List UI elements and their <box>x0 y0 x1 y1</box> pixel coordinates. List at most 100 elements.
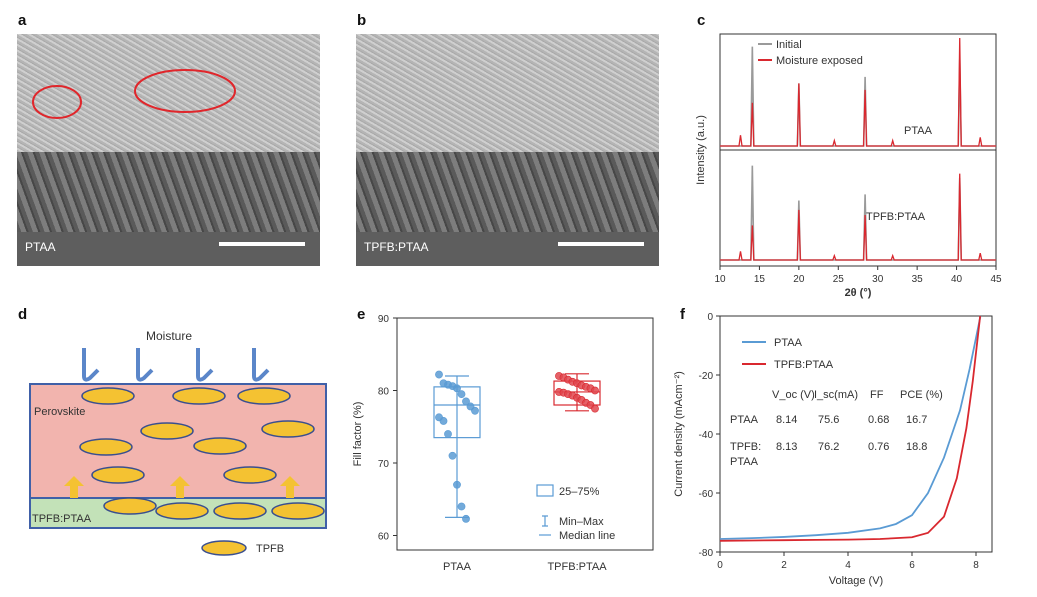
tpfb-molecule <box>91 466 145 484</box>
row-voc: 8.14 <box>776 414 797 426</box>
jv-xlabel: Voltage (V) <box>829 575 883 587</box>
tpfb-molecule <box>261 420 315 438</box>
header-pce: PCE (%) <box>900 389 943 401</box>
data-point <box>462 514 470 523</box>
moisture-arrow <box>196 348 214 382</box>
x-tick-label: 10 <box>714 274 726 285</box>
category-label: PTAA <box>443 561 472 573</box>
legend-whisker: Min–Max <box>559 516 604 528</box>
label-tpfb-ptaa: TPFB:PTAA <box>866 211 926 223</box>
row-isc: 75.6 <box>818 414 839 426</box>
row-voc: 8.13 <box>776 441 797 453</box>
header-ff: FF <box>870 389 884 401</box>
x-tick-label: 45 <box>990 274 1002 285</box>
xrd-trace <box>720 173 996 261</box>
legend-box-icon <box>536 484 554 497</box>
data-point <box>448 451 457 460</box>
tpfb-molecules <box>79 387 325 556</box>
row-name-cont: PTAA <box>730 456 759 468</box>
xrd-ylabel: Intensity (a.u.) <box>695 115 707 185</box>
jv-curve <box>719 315 982 542</box>
y-tick-label: -60 <box>699 489 714 500</box>
tpfb-legend-label: TPFB <box>256 543 284 555</box>
panel-label-b: b <box>357 12 367 29</box>
x-tick-label: 30 <box>872 274 884 285</box>
tpfb-molecule <box>81 387 135 405</box>
up-arrow <box>64 476 84 498</box>
moisture-label: Moisture <box>146 329 192 343</box>
row-ff: 0.76 <box>868 441 889 453</box>
x-tick-label: 8 <box>973 560 979 571</box>
moisture-arrow <box>136 348 154 382</box>
y-tick-label: 80 <box>378 387 390 398</box>
row-ff: 0.68 <box>868 414 889 426</box>
y-tick-label: -80 <box>699 548 714 559</box>
panel-label-f: f <box>680 306 685 323</box>
tpfb-molecule <box>103 497 157 515</box>
x-tick-label: 2 <box>781 560 787 571</box>
tpfb-molecule <box>155 502 209 520</box>
legend-moisture: Moisture exposed <box>776 55 863 67</box>
tpfb-molecule <box>172 387 226 405</box>
header-isc: I_sc(mA) <box>814 389 858 401</box>
defect-circle <box>134 69 236 113</box>
data-point <box>591 386 599 395</box>
legend-tpfb-ptaa: TPFB:PTAA <box>774 359 834 371</box>
up-arrow <box>170 476 190 498</box>
data-point <box>471 406 479 415</box>
panel-label-a: a <box>18 12 27 29</box>
legend-initial: Initial <box>776 39 802 51</box>
moisture-arrow <box>82 348 100 382</box>
xrd-xlabel: 2θ (°) <box>845 287 872 299</box>
jv-curve <box>719 315 982 540</box>
data-point <box>453 480 461 489</box>
y-tick-label: -20 <box>699 371 714 382</box>
sem-image-tpfb-ptaa: TPFB:PTAA <box>356 34 659 266</box>
data-point <box>591 404 599 413</box>
tpfb-molecule <box>79 438 133 456</box>
legend-median: Median line <box>559 530 615 542</box>
y-tick-label: 60 <box>378 532 390 543</box>
category-label: TPFB:PTAA <box>547 561 607 573</box>
perovskite-label: Perovskite <box>34 406 85 418</box>
tpfb-molecule <box>213 502 267 520</box>
row-pce: 18.8 <box>906 441 927 453</box>
panel-label-d: d <box>18 306 28 323</box>
xrd-chart: 10 15 20 25 30 35 40 45 Initial Moisture expose… <box>695 33 1002 299</box>
up-arrow <box>280 476 300 498</box>
tpfb-molecule <box>237 387 291 405</box>
label-ptaa: PTAA <box>904 125 933 137</box>
sem-caption: TPFB:PTAA <box>364 240 429 254</box>
row-name: PTAA <box>730 414 759 426</box>
moisture-arrow <box>252 348 270 382</box>
tpfb-molecule <box>193 437 247 455</box>
scale-bar <box>219 242 305 246</box>
x-tick-label: 15 <box>754 274 766 285</box>
x-tick-label: 0 <box>717 560 723 571</box>
defect-circle <box>32 85 82 119</box>
row-name: TPFB: <box>730 441 761 453</box>
moisture-arrows <box>82 348 270 382</box>
tpfb-molecule <box>271 502 325 520</box>
legend-ptaa: PTAA <box>774 337 803 349</box>
x-tick-label: 40 <box>951 274 963 285</box>
schematic-diagram: Moisture Perovskite TPFB:PTAA TPFB <box>29 329 327 556</box>
data-point <box>435 370 443 379</box>
data-point <box>444 430 452 438</box>
x-tick-label: 35 <box>912 274 924 285</box>
data-point <box>457 502 466 511</box>
x-tick-label: 25 <box>833 274 845 285</box>
ff-ylabel: Fill factor (%) <box>352 402 364 467</box>
jv-ylabel: Current density (mAcm⁻²) <box>673 371 685 497</box>
upward-arrows <box>64 476 300 498</box>
row-pce: 16.7 <box>906 414 927 426</box>
xrd-trace <box>720 37 996 147</box>
header-voc: V_oc (V) <box>772 389 815 401</box>
legend-box: 25–75% <box>559 486 600 498</box>
defect-markers <box>32 69 236 119</box>
panel-label-e: e <box>357 306 366 323</box>
y-tick-label: 70 <box>378 459 390 470</box>
x-tick-label: 4 <box>845 560 851 571</box>
y-tick-label: 90 <box>378 314 390 325</box>
jv-chart: 0 2 4 6 80-20-40-60-80 PTAA TPFB:PTAA V_oc (… <box>673 312 993 587</box>
